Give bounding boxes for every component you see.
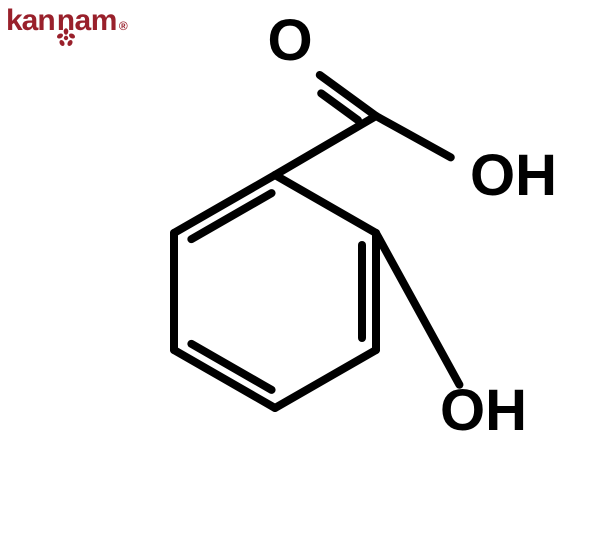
atom-label-oxygen_carbonyl: O bbox=[267, 8, 312, 73]
bond-group bbox=[174, 75, 459, 408]
atom-label-hydroxyl_acid: OH bbox=[470, 143, 557, 208]
atom-label-hydroxyl_ring: OH bbox=[440, 378, 527, 443]
atom-label-group: O OH OH bbox=[267, 8, 557, 443]
molecule-diagram: O OH OH bbox=[0, 0, 600, 538]
canvas: kan nam ® OOHOH bbox=[0, 0, 600, 538]
